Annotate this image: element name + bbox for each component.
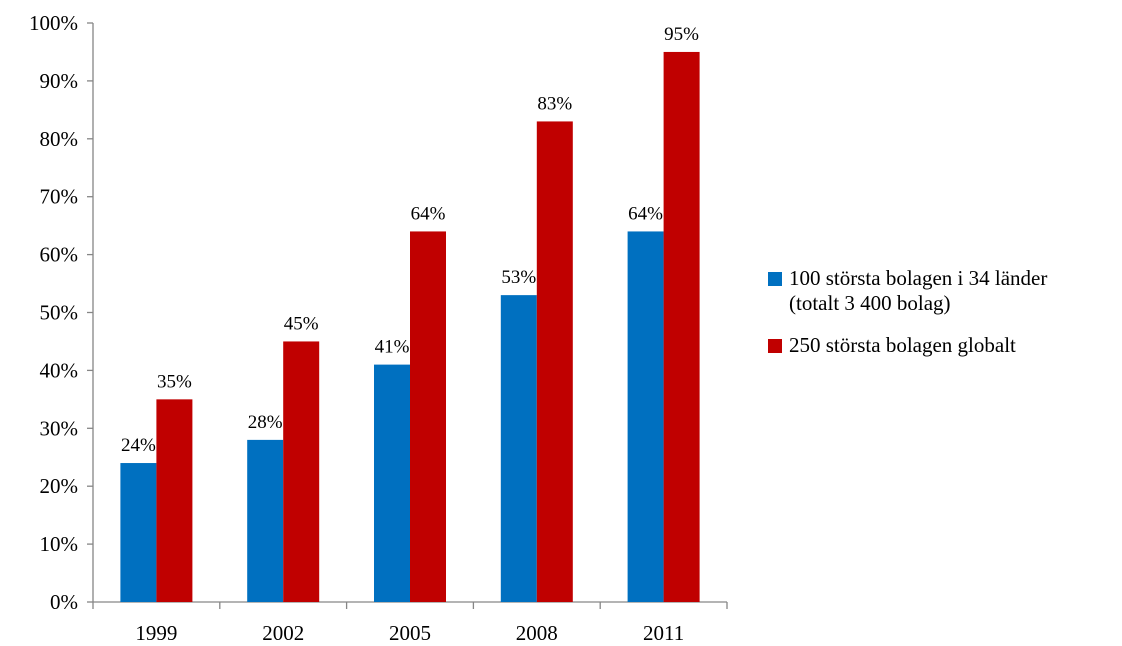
bar-series-1-2011 xyxy=(627,231,664,602)
bar-series-2-1999 xyxy=(156,399,193,602)
legend-label-series-1-line-2: (totalt 3 400 bolag) xyxy=(789,291,951,315)
y-tick-label: 30% xyxy=(40,416,79,440)
bar-series-1-2008 xyxy=(500,295,537,602)
legend-swatch-series-2 xyxy=(768,339,782,353)
y-tick-label: 70% xyxy=(40,185,79,209)
y-tick-label: 50% xyxy=(40,301,79,325)
y-tick-label: 60% xyxy=(40,243,79,267)
x-axis: 1999 2002 2005 2008 2011 xyxy=(92,601,728,645)
data-label-series-2-1999: 35% xyxy=(157,371,192,392)
bar-series-2-2011 xyxy=(663,51,700,602)
data-label-series-1-2002: 28% xyxy=(248,412,283,433)
x-tick-label: 1999 xyxy=(135,621,177,645)
y-tick-label: 20% xyxy=(40,474,79,498)
legend-label-series-1-line-1: 100 största bolagen i 34 länder xyxy=(789,266,1048,290)
bar-series-1-2005 xyxy=(374,364,410,602)
x-tick-label: 2005 xyxy=(389,621,431,645)
bar-series-1-2002 xyxy=(247,439,284,602)
data-label-series-1-1999: 24% xyxy=(121,435,156,456)
x-tick-label: 2011 xyxy=(643,621,684,645)
y-tick-label: 40% xyxy=(40,358,79,382)
y-axis: 0% 10% 20% 30% 40% 50% 60% 70% 80% 90% 100% xyxy=(29,11,94,614)
data-label-series-1-2005: 41% xyxy=(375,337,410,358)
legend-item-series-2: 250 största bolagen globalt xyxy=(768,333,1047,358)
bar-series-2-2005 xyxy=(410,231,446,602)
y-tick-label: 90% xyxy=(40,69,79,93)
data-labels: 24% 28% 41% 53% 64% 35% 45% 64% 83% 95% xyxy=(121,24,699,456)
bar-series-2-2008 xyxy=(536,121,573,603)
data-label-series-1-2008: 53% xyxy=(501,267,536,288)
data-label-series-2-2008: 83% xyxy=(537,93,572,114)
legend-label-series-2-line-1: 250 största bolagen globalt xyxy=(789,333,1016,357)
data-label-series-2-2011: 95% xyxy=(664,24,699,45)
x-tick-label: 2002 xyxy=(262,621,304,645)
y-tick-label: 100% xyxy=(29,11,78,35)
y-tick-label: 0% xyxy=(50,590,78,614)
y-tick-label: 10% xyxy=(40,532,79,556)
data-label-series-2-2005: 64% xyxy=(411,203,446,224)
data-label-series-1-2011: 64% xyxy=(628,203,663,224)
x-tick-label: 2008 xyxy=(516,621,558,645)
legend-swatch-series-1 xyxy=(768,272,782,286)
bar-series-1-1999 xyxy=(120,463,157,602)
legend-item-series-1: 100 största bolagen i 34 länder (totalt … xyxy=(768,266,1047,316)
data-label-series-2-2002: 45% xyxy=(284,313,319,334)
y-tick-label: 80% xyxy=(40,127,79,151)
bar-series-2-2002 xyxy=(283,341,320,602)
bars xyxy=(120,51,700,603)
legend: 100 största bolagen i 34 länder (totalt … xyxy=(768,266,1047,375)
